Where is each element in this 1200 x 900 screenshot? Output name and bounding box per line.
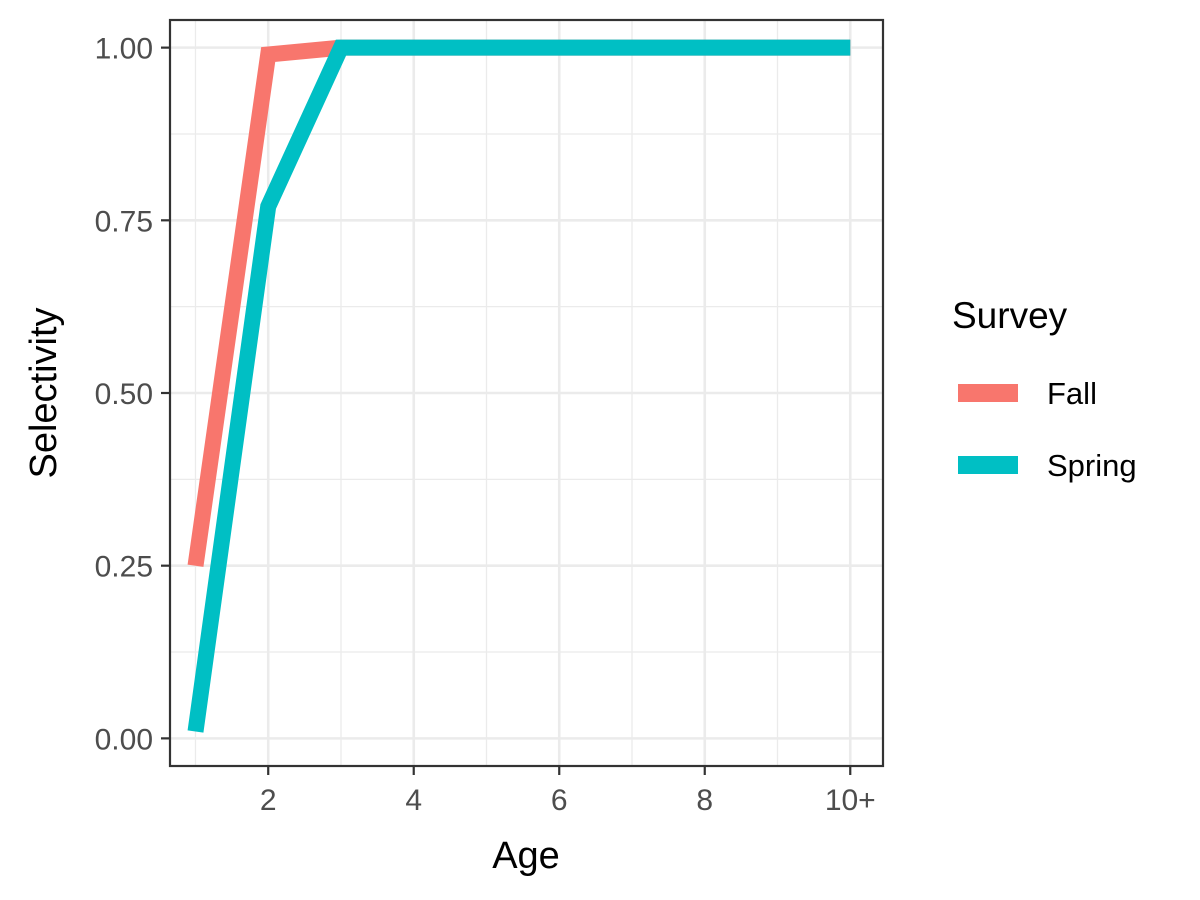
x-tick-label: 10+: [825, 784, 876, 817]
series-lines: [187, 39, 851, 733]
legend-title: Survey: [952, 295, 1068, 336]
y-tick-label: 1.00: [95, 33, 153, 66]
x-tick-label: 8: [696, 784, 713, 817]
x-axis-title: Age: [492, 835, 560, 877]
series-line-spring: [187, 39, 851, 733]
legend-label-spring: Spring: [1047, 448, 1137, 483]
y-tick-label: 0.75: [95, 205, 153, 238]
x-axis: 2 4 6 8 10+: [260, 766, 876, 817]
x-tick-label: 6: [551, 784, 568, 817]
y-tick-label: 0.50: [95, 378, 153, 411]
y-tick-label: 0.25: [95, 551, 153, 584]
y-axis: 0.00 0.25 0.50 0.75 1.00: [95, 33, 170, 756]
y-tick-label: 0.00: [95, 723, 153, 756]
x-tick-label: 2: [260, 784, 277, 817]
legend: Survey Fall Spring: [952, 295, 1137, 483]
y-axis-title: Selectivity: [23, 307, 65, 478]
legend-items: Fall Spring: [958, 376, 1137, 483]
legend-label-fall: Fall: [1047, 376, 1097, 411]
plot-panel: [168, 18, 885, 768]
x-tick-label: 4: [405, 784, 422, 817]
